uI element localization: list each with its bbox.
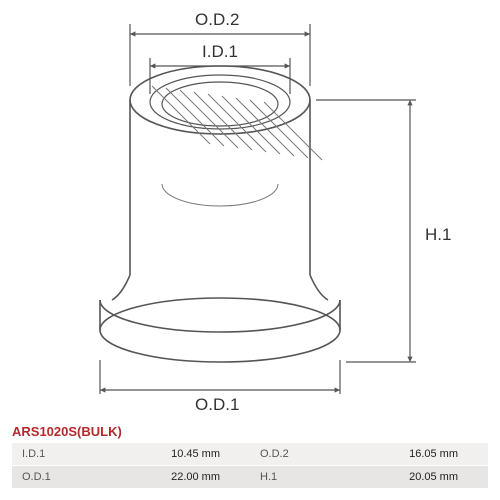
label-id1: I.D.1	[202, 42, 238, 62]
spec-row: I.D.110.45 mmO.D.216.05 mm	[12, 443, 488, 466]
label-h1: H.1	[425, 225, 451, 245]
spec-val: 10.45 mm	[82, 443, 250, 466]
part-number: ARS1020S(BULK)	[12, 424, 122, 439]
spec-key: O.D.1	[12, 466, 82, 489]
technical-drawing: O.D.2 I.D.1 H.1 O.D.1	[0, 0, 500, 420]
label-od2: O.D.2	[195, 10, 239, 30]
spec-val: 22.00 mm	[82, 466, 250, 489]
spec-table: I.D.110.45 mmO.D.216.05 mmO.D.122.00 mmH…	[12, 442, 488, 488]
spec-key: H.1	[250, 466, 320, 489]
spec-key: O.D.2	[250, 443, 320, 466]
spec-val: 16.05 mm	[320, 443, 488, 466]
label-od1: O.D.1	[195, 395, 239, 415]
drawing-svg	[0, 0, 500, 420]
spec-key: I.D.1	[12, 443, 82, 466]
spec-val: 20.05 mm	[320, 466, 488, 489]
spec-row: O.D.122.00 mmH.120.05 mm	[12, 466, 488, 489]
